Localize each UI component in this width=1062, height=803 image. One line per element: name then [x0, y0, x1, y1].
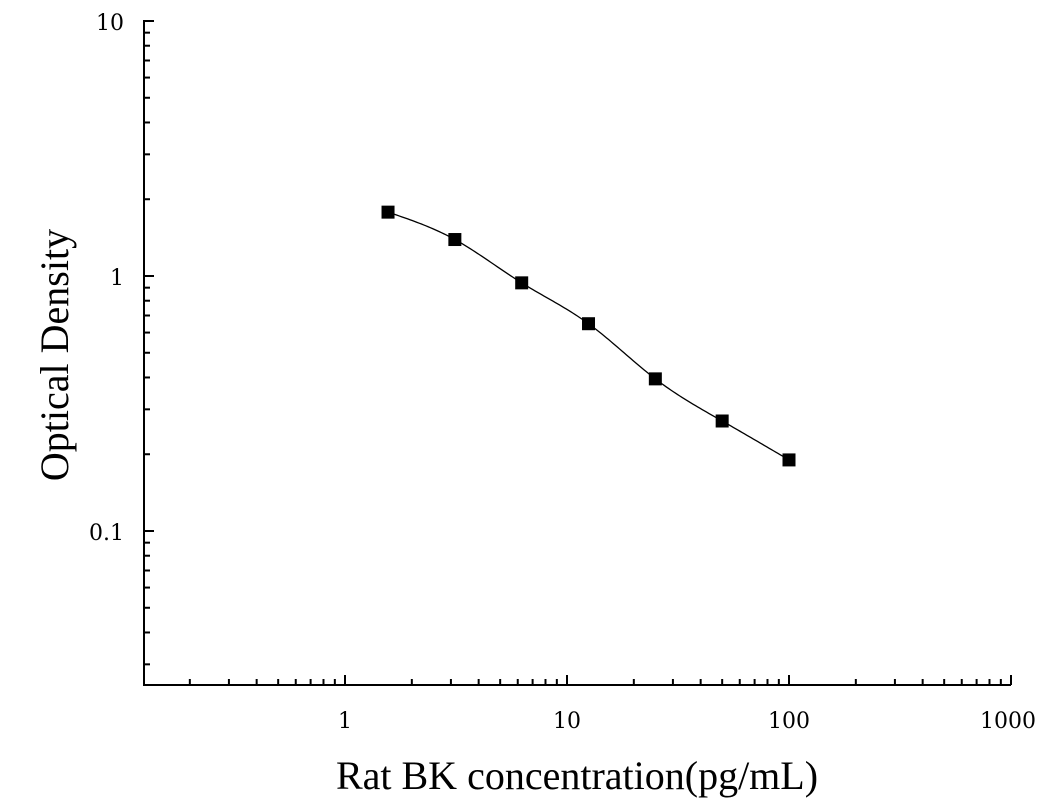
y-tick-label-10: 10: [96, 11, 124, 36]
y-axis-title: Optical Density: [32, 229, 77, 481]
data-point-marker: [582, 317, 596, 331]
data-point-marker: [448, 233, 462, 247]
y-tick-label-0.1: 0.1: [89, 521, 124, 546]
x-tick-label-1: 1: [338, 709, 352, 734]
data-point-marker: [648, 372, 662, 386]
data-markers: [381, 205, 796, 467]
data-point-marker: [782, 453, 796, 467]
x-tick-label-1000: 1000: [980, 709, 1036, 734]
x-axis-major-ticks: [344, 675, 1012, 685]
data-point-marker: [515, 276, 529, 290]
y-axis-major-ticks: [144, 20, 154, 532]
data-point-marker: [381, 205, 395, 219]
data-point-marker: [715, 414, 729, 428]
y-tick-label-1: 1: [110, 266, 124, 291]
x-tick-label-100: 100: [768, 709, 810, 734]
x-axis-title: Rat BK concentration(pg/mL): [336, 753, 818, 798]
fit-curve: [387, 211, 790, 461]
x-tick-label-10: 10: [553, 709, 581, 734]
x-axis-minor-ticks: [188, 679, 1002, 685]
